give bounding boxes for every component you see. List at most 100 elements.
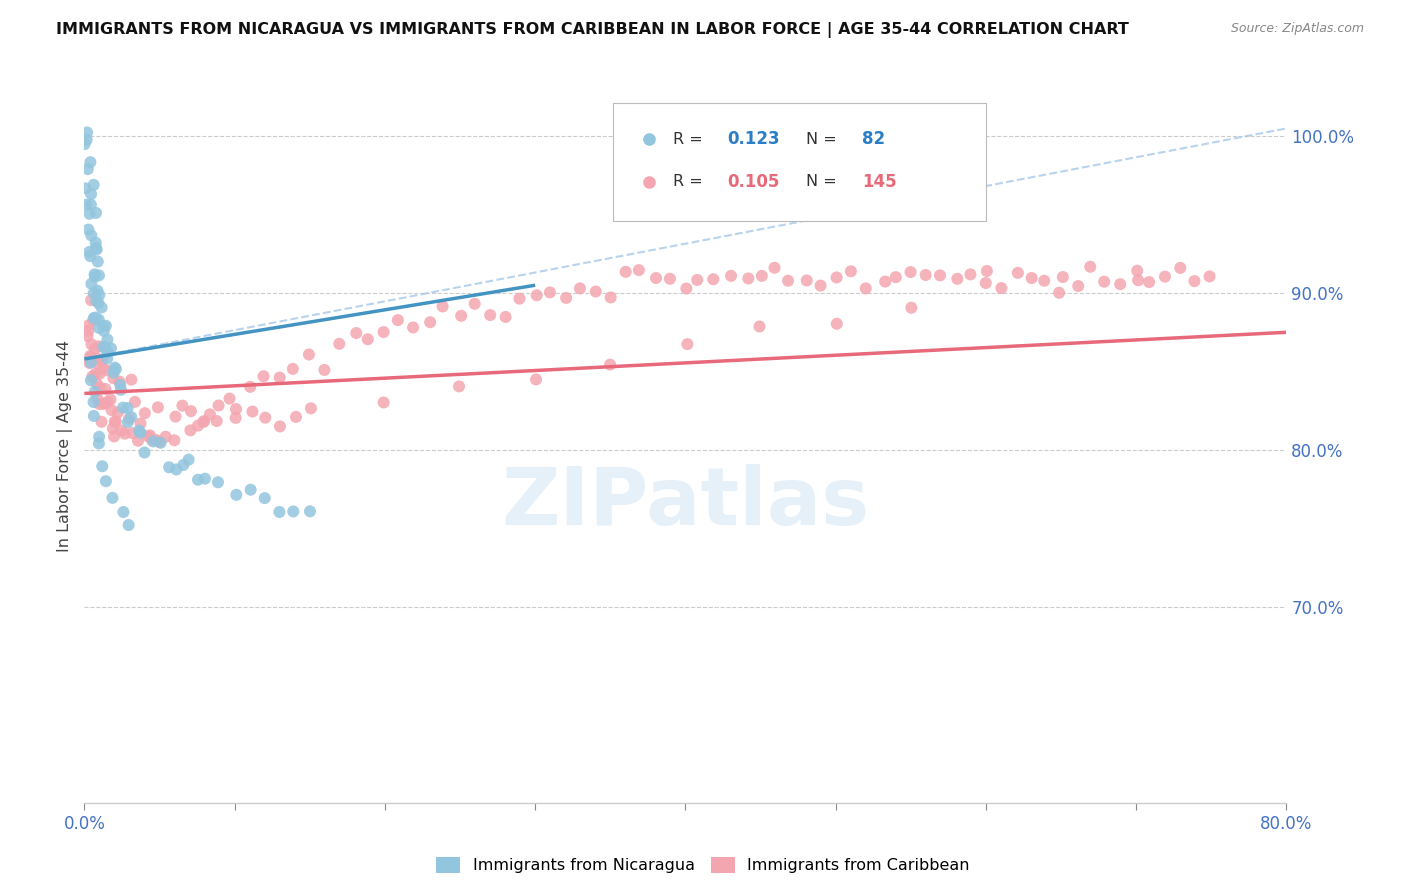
Point [165, 462, 187, 476]
Point [83, 178, 105, 192]
Legend: Immigrants from Nicaragua, Immigrants from Caribbean: Immigrants from Nicaragua, Immigrants fr… [430, 850, 976, 880]
Text: 82: 82 [862, 130, 886, 148]
Point [145, 433, 167, 447]
Point [89, 397, 111, 411]
Point [177, 452, 200, 467]
Point [946, 272, 969, 286]
Point [239, 483, 262, 497]
Point [83, 384, 105, 399]
Point [141, 433, 163, 447]
Point [80, 373, 103, 387]
Point [198, 407, 221, 421]
Point [100, 341, 122, 355]
Point [1109, 277, 1132, 292]
Point [825, 270, 848, 285]
Text: ZIPatlas: ZIPatlas [502, 464, 869, 542]
Point [269, 505, 291, 519]
Point [103, 429, 125, 443]
Point [779, 333, 801, 347]
Point [1126, 264, 1149, 278]
Point [107, 406, 129, 420]
Point [104, 414, 127, 428]
Text: N =: N = [806, 175, 842, 189]
Point [89, 288, 111, 302]
Point [84, 342, 107, 356]
Point [676, 337, 699, 351]
Point [658, 272, 681, 286]
Point [283, 504, 305, 518]
Point [1092, 275, 1115, 289]
Point [187, 473, 209, 487]
Point [157, 460, 180, 475]
Point [737, 271, 759, 285]
Point [900, 301, 922, 315]
Point [179, 424, 201, 438]
Point [508, 292, 530, 306]
Point [142, 434, 165, 449]
Point [825, 317, 848, 331]
Point [269, 370, 291, 384]
Point [242, 404, 264, 418]
Point [120, 373, 142, 387]
Point [86, 376, 108, 391]
Point [80, 228, 103, 243]
Point [139, 428, 162, 442]
Text: 0.105: 0.105 [727, 173, 780, 191]
Point [87, 312, 110, 326]
Point [748, 319, 770, 334]
Point [91, 397, 114, 411]
Text: R =: R = [673, 132, 709, 146]
Point [86, 391, 108, 405]
Text: 0.123: 0.123 [727, 130, 780, 148]
Point [1067, 279, 1090, 293]
Point [79, 351, 101, 365]
Point [136, 429, 159, 443]
Point [76, 329, 98, 343]
Point [855, 281, 877, 295]
Point [83, 311, 105, 326]
Point [79, 349, 101, 363]
Text: N =: N = [806, 132, 842, 146]
Point [193, 414, 215, 428]
Point [108, 375, 131, 389]
Point [93, 340, 115, 354]
Point [479, 308, 502, 322]
Point [79, 356, 101, 370]
Point [298, 504, 321, 518]
Point [328, 336, 350, 351]
Point [77, 222, 100, 236]
Point [702, 272, 724, 286]
Point [100, 392, 122, 407]
Point [875, 275, 897, 289]
Point [1126, 273, 1149, 287]
Point [207, 399, 229, 413]
Point [839, 264, 862, 278]
Point [387, 313, 409, 327]
Point [84, 367, 107, 381]
Point [87, 321, 110, 335]
Point [134, 406, 156, 420]
Point [118, 411, 141, 425]
Point [84, 310, 107, 325]
Point [114, 426, 136, 441]
Point [148, 434, 170, 449]
Point [155, 430, 177, 444]
Point [810, 278, 832, 293]
Point [1007, 266, 1029, 280]
Point [117, 518, 139, 533]
Point [89, 367, 111, 381]
Point [93, 396, 115, 410]
Point [614, 265, 637, 279]
Point [720, 268, 742, 283]
Point [796, 273, 818, 287]
Point [1078, 260, 1101, 274]
Point [1033, 274, 1056, 288]
Point [281, 362, 304, 376]
Point [83, 395, 105, 409]
Point [97, 345, 120, 359]
Point [1184, 274, 1206, 288]
Point [80, 355, 103, 369]
Point [163, 434, 186, 448]
Point [124, 395, 146, 409]
Point [84, 293, 107, 308]
